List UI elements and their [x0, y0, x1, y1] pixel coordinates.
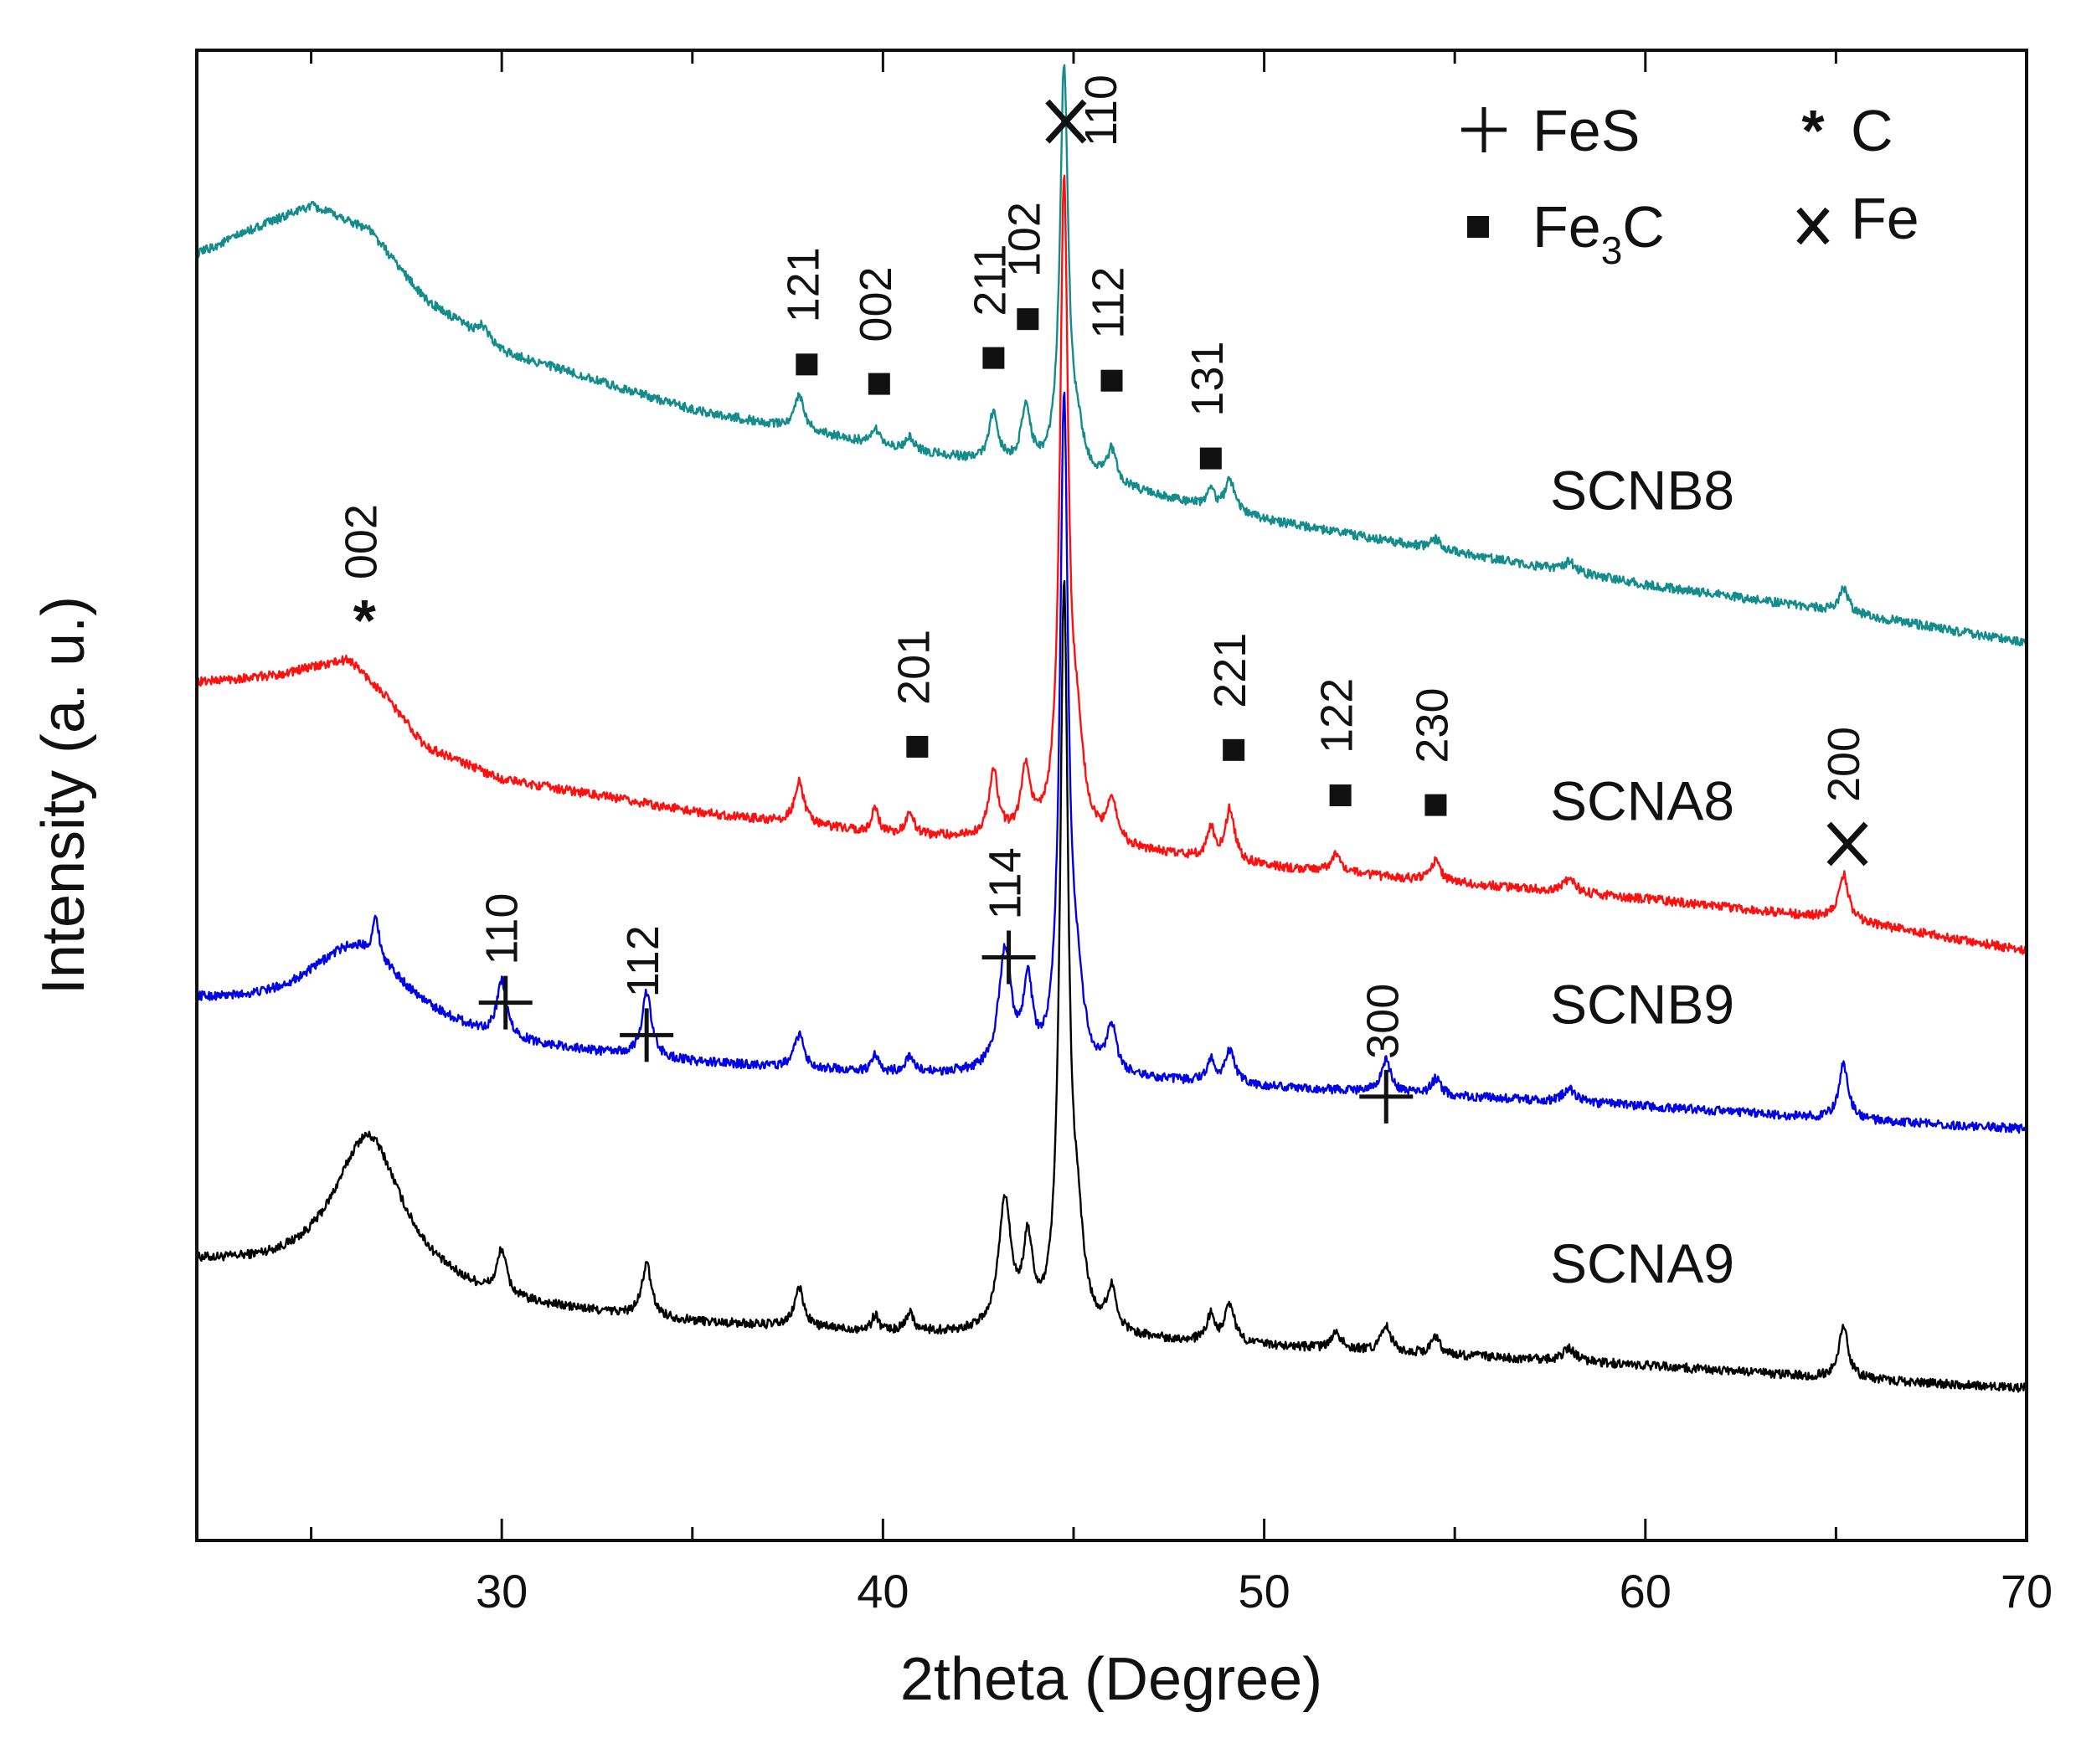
- hkl-label: 112: [618, 925, 668, 997]
- legend-label-fe: Fe: [1851, 186, 1919, 251]
- hkl-label: 102: [999, 202, 1049, 277]
- hkl-label: 002: [336, 504, 386, 579]
- legend-item-fes: FeS: [1461, 98, 1640, 163]
- fe3c-square-marker: [906, 735, 929, 758]
- legend-label-fes: FeS: [1533, 98, 1640, 163]
- hkl-label: 221: [1205, 633, 1255, 708]
- fe3c-square-marker: [796, 353, 818, 376]
- hkl-label: 112: [1084, 267, 1134, 339]
- series-layer: SCNA9 SCNB9 SCNA8 SCNB8: [195, 64, 2028, 1393]
- legend-item-fe3c: Fe3C: [1467, 194, 1665, 272]
- fe-x-marker: [1045, 99, 1087, 144]
- x-tick-label: 50: [1238, 1565, 1290, 1617]
- hkl-label: 121: [778, 247, 828, 322]
- carbon-star-marker: *: [353, 588, 377, 653]
- hkl-label: 201: [889, 630, 939, 705]
- fe3c-square-marker: [1100, 369, 1123, 392]
- hkl-label: 211: [965, 244, 1015, 316]
- hkl-label: 110: [477, 893, 528, 965]
- x-axis-title: 2theta (Degree): [900, 1646, 1322, 1713]
- plot-frame: [195, 49, 2028, 1542]
- legend-item-fe: Fe: [1796, 186, 1919, 251]
- hkl-label: 110: [1076, 75, 1126, 147]
- legend-square-icon: [1467, 216, 1489, 238]
- fe3c-square-marker: [1424, 794, 1447, 816]
- legend: FeS * C Fe3C Fe: [1461, 98, 1919, 272]
- legend-item-c: * C: [1801, 98, 1893, 163]
- legend-star-icon: *: [1801, 98, 1825, 163]
- hkl-label: 122: [1312, 678, 1363, 753]
- x-tick-label: 30: [476, 1565, 528, 1617]
- axis-layer: 30 40 50 60 70: [310, 50, 2053, 1617]
- series-label-scnb9: SCNB9: [1550, 973, 1734, 1035]
- hkl-label: 114: [981, 847, 1031, 919]
- legend-x-icon: [1796, 207, 1830, 245]
- series-line-scnb9: [195, 391, 2027, 1134]
- legend-label-c: C: [1851, 98, 1893, 163]
- hkl-label: 200: [1819, 727, 1869, 802]
- fe3c-square-marker: [982, 347, 1005, 369]
- fe3c-square-marker: [1223, 738, 1245, 761]
- series-label-scnb8: SCNB8: [1550, 460, 1734, 522]
- legend-plus-icon: [1461, 107, 1507, 152]
- hkl-label: 131: [1182, 341, 1233, 416]
- legend-label-fe3c: Fe3C: [1533, 194, 1665, 272]
- series-line-scna9: [195, 579, 2028, 1393]
- fe3c-square-marker: [1017, 308, 1039, 331]
- fe3c-square-marker: [1199, 447, 1222, 470]
- x-tick-label: 40: [857, 1565, 909, 1617]
- hkl-label: 230: [1407, 687, 1457, 763]
- y-axis-title: Intensity (a. u.): [30, 596, 97, 995]
- fe3c-square-marker: [868, 373, 890, 395]
- fe-x-marker: [1826, 821, 1868, 867]
- series-line-scnb8: [195, 64, 2027, 647]
- series-label-scna8: SCNA8: [1550, 769, 1734, 831]
- fes-plus-marker: [620, 1008, 674, 1062]
- fes-plus-marker: [1359, 1069, 1414, 1124]
- series-label-scna9: SCNA9: [1550, 1232, 1734, 1294]
- fes-plus-marker: [981, 930, 1036, 985]
- x-tick-label: 70: [2001, 1565, 2053, 1617]
- series-line-scna8: [195, 174, 2028, 955]
- x-tick-label: 60: [1620, 1565, 1672, 1617]
- hkl-label: 300: [1357, 984, 1408, 1059]
- fes-plus-marker: [478, 975, 533, 1030]
- hkl-label: 002: [851, 266, 901, 342]
- fe3c-square-marker: [1329, 784, 1352, 806]
